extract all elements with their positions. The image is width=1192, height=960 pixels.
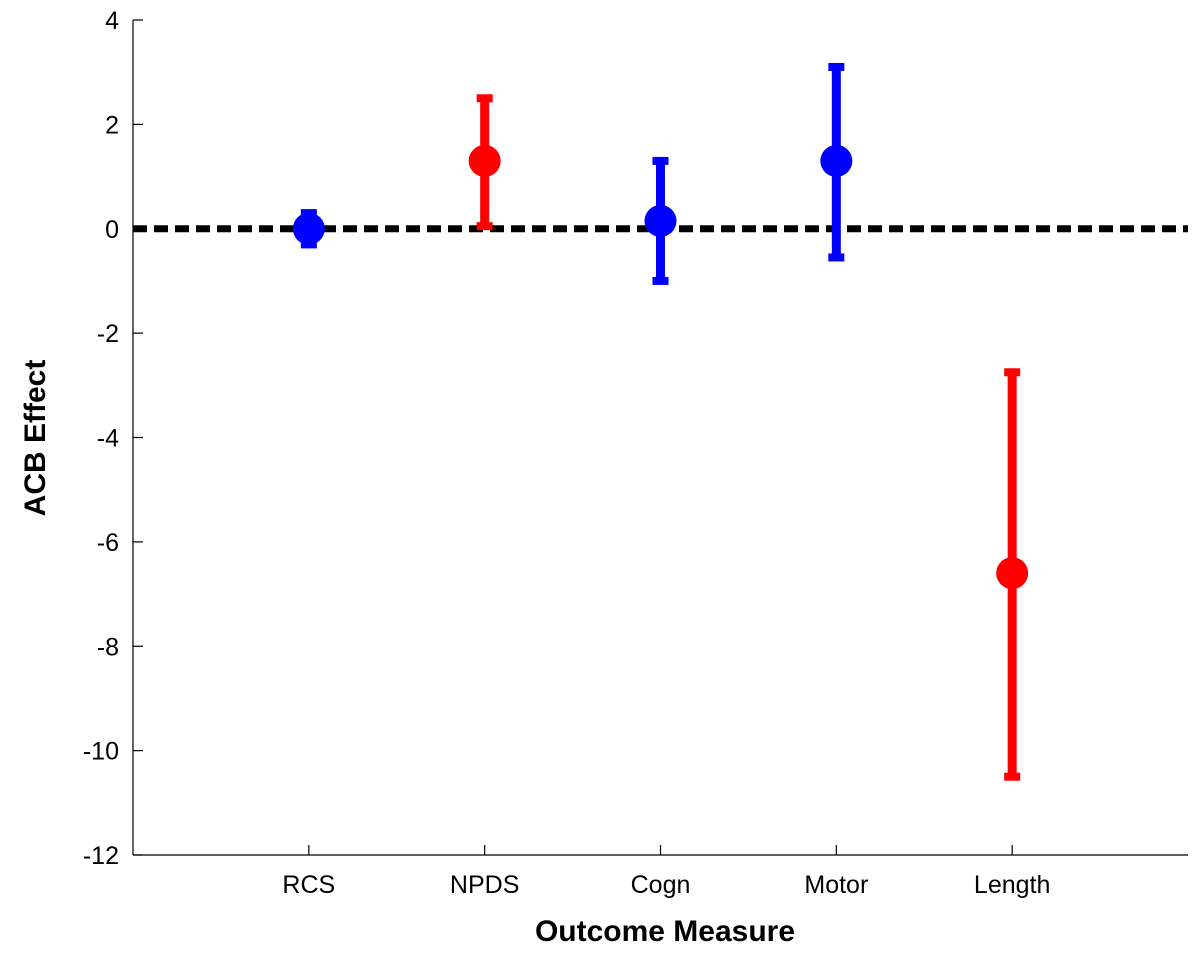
x-tick-label: NPDS bbox=[450, 871, 519, 899]
y-tick-label: 4 bbox=[105, 7, 119, 35]
data-marks bbox=[292, 62, 1029, 781]
error-cap-lower bbox=[1004, 772, 1021, 781]
x-axis-title: Outcome Measure bbox=[535, 915, 795, 948]
data-point bbox=[644, 204, 677, 237]
y-tick-label: -10 bbox=[83, 738, 119, 766]
data-point bbox=[820, 144, 853, 177]
y-tick-label: 0 bbox=[105, 216, 119, 244]
x-tick-label: RCS bbox=[282, 871, 335, 899]
axes bbox=[132, 20, 1188, 856]
y-ticks: 4 2 0 -2 -4 -6 -8 -10 -12 bbox=[83, 7, 143, 870]
error-cap-upper bbox=[652, 156, 669, 165]
error-bar-point-motor bbox=[820, 62, 853, 262]
data-point bbox=[996, 557, 1029, 590]
x-tick-label: Motor bbox=[804, 871, 868, 899]
y-tick-label: -2 bbox=[97, 320, 119, 348]
y-tick-label: -6 bbox=[97, 529, 119, 557]
error-bar-point-cogn bbox=[644, 156, 677, 285]
error-cap-upper bbox=[828, 62, 845, 71]
error-bar-point-length bbox=[996, 368, 1029, 781]
data-point bbox=[468, 144, 501, 177]
error-bar-point-rcs bbox=[292, 209, 325, 249]
error-cap-upper bbox=[476, 94, 493, 103]
y-tick-label: 2 bbox=[105, 111, 119, 139]
x-tick-label: Length bbox=[974, 871, 1050, 899]
error-cap-upper bbox=[1004, 368, 1021, 377]
error-cap-lower bbox=[828, 253, 845, 262]
y-axis-title: ACB Effect bbox=[19, 360, 52, 517]
y-tick-label: -12 bbox=[83, 842, 119, 870]
error-cap-lower bbox=[476, 222, 493, 231]
data-point bbox=[292, 212, 325, 245]
y-tick-label: -4 bbox=[97, 425, 119, 453]
x-tick-label: Cogn bbox=[631, 871, 691, 899]
error-cap-lower bbox=[652, 276, 669, 285]
y-tick-label: -8 bbox=[97, 633, 119, 661]
error-bar-point-npds bbox=[468, 94, 501, 231]
x-ticks: RCS NPDS Cogn Motor Length bbox=[282, 845, 1050, 899]
